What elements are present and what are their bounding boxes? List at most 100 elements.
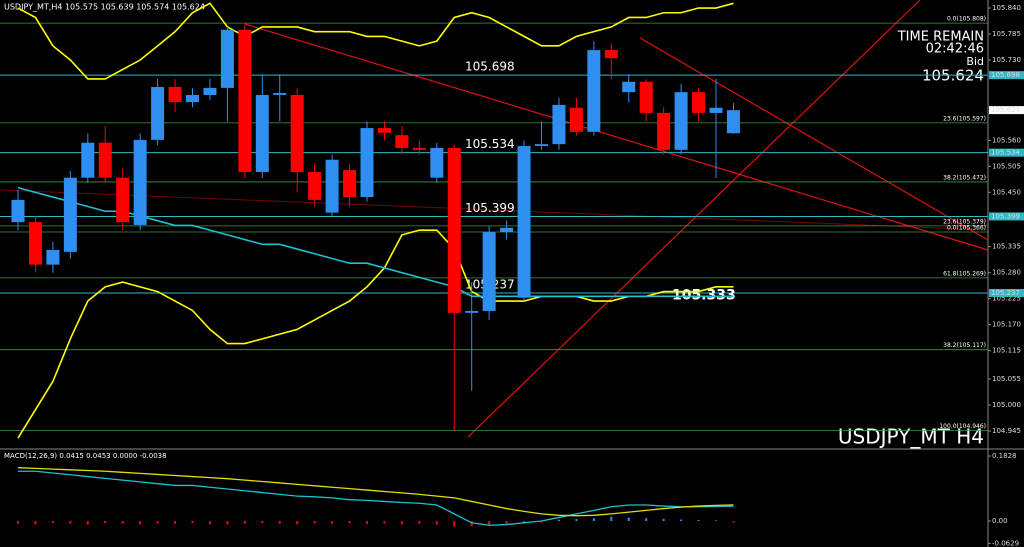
candle-body: [622, 81, 636, 93]
histogram-bar: [366, 521, 368, 524]
level-axis-box: [989, 212, 1024, 221]
histogram-bar: [139, 521, 142, 525]
price-axis-label: 105.624: [991, 106, 1020, 114]
histogram-bar: [191, 521, 194, 524]
candle-body: [343, 170, 357, 198]
level-axis-box: [989, 71, 1024, 80]
candle-body: [412, 147, 426, 150]
histogram-bar: [208, 521, 211, 525]
fib-label: 23.6(105.597): [943, 115, 986, 122]
candle-body: [552, 104, 566, 145]
candle-body: [238, 29, 252, 173]
trend-line: [639, 37, 989, 241]
fib-label: 0.0(105.366): [947, 225, 986, 232]
y-tick-label: 104.945: [992, 427, 1021, 435]
histogram-bar: [383, 521, 386, 524]
bid-label: Bid: [966, 55, 984, 68]
histogram-bar: [662, 518, 665, 522]
fib-label: 100.0(104.946): [939, 423, 986, 430]
histogram-bar: [715, 520, 717, 522]
candle-body: [587, 50, 601, 132]
candle-body: [81, 142, 95, 178]
candle-body: [447, 147, 461, 313]
candle-body: [11, 199, 25, 223]
candle-body: [517, 146, 531, 298]
y-tick-label: 105.560: [992, 136, 1021, 144]
histogram-bar: [104, 521, 107, 524]
y-tick-label: 105.840: [992, 4, 1021, 12]
y-tick-label: 105.115: [992, 347, 1021, 355]
level-axis-box: [989, 148, 1024, 157]
candle-body: [325, 159, 339, 213]
y-tick-label: 105.785: [992, 30, 1021, 38]
histogram-bar: [610, 516, 613, 522]
chart-title: USDJPY_MT,H4 105.575 105.639 105.574 105…: [4, 3, 205, 12]
y-tick-label: 105.280: [992, 269, 1021, 277]
candle-body: [569, 107, 583, 132]
trend-line: [0, 189, 989, 231]
histogram-bar: [400, 521, 403, 525]
histogram-bar: [156, 521, 159, 524]
watermark: USDJPY_MT H4: [838, 425, 984, 449]
y-tick-label: 105.450: [992, 188, 1021, 196]
candle-body: [377, 128, 391, 133]
candle-body: [46, 249, 60, 265]
macd-title: MACD(12,26,9) 0.0415 0.0453 0.0000 -0.00…: [4, 452, 167, 460]
histogram-bar: [645, 518, 648, 522]
candle-body: [273, 93, 287, 95]
candle-body: [168, 86, 182, 103]
candle-body: [604, 50, 618, 59]
macd-line: [17, 467, 734, 517]
histogram-bar: [51, 521, 54, 524]
histogram-bar: [488, 521, 491, 526]
y-tick-label: 105.170: [992, 321, 1021, 329]
y-tick-label: 105.225: [992, 295, 1021, 303]
candle-body: [639, 81, 653, 113]
candle-body: [395, 135, 409, 148]
candle-body: [116, 177, 130, 223]
y-tick-label: 105.335: [992, 243, 1021, 251]
histogram-bar: [174, 521, 177, 524]
histogram-bar: [331, 521, 334, 524]
histogram-bar: [592, 518, 595, 522]
histogram-bar: [627, 517, 630, 522]
trend-line: [244, 23, 989, 251]
candle-body: [63, 177, 77, 252]
candle-body: [203, 87, 217, 95]
histogram-bar: [732, 521, 735, 523]
histogram-bar: [418, 521, 421, 524]
y-tick-label: -0.0629: [992, 539, 1019, 547]
candle-body: [674, 92, 688, 150]
fib-label: 38.2(105.117): [943, 342, 986, 349]
candle-body: [430, 147, 444, 178]
histogram-bar: [34, 521, 37, 525]
candle-body: [709, 107, 723, 113]
histogram-bar: [296, 521, 299, 525]
level-axis-label: 105.534: [991, 149, 1020, 157]
histogram-bar: [243, 521, 246, 524]
histogram-bar: [470, 521, 473, 527]
candle-body: [692, 92, 706, 113]
price-axis-box: [989, 106, 1024, 115]
y-tick-label: 105.000: [992, 401, 1021, 409]
candle-body: [98, 142, 112, 178]
time-remain-label: TIME REMAIN: [897, 30, 984, 45]
candle-body: [360, 128, 374, 198]
level-axis-label: 105.237: [991, 289, 1020, 297]
indicator-line: [17, 229, 734, 439]
candle-body: [500, 227, 514, 233]
candle-body: [255, 94, 269, 173]
candle-body: [133, 139, 147, 225]
candle-body: [535, 144, 548, 147]
level-annotation: 105.534: [465, 137, 515, 151]
candle-body: [186, 94, 199, 103]
candle-body: [308, 172, 322, 200]
histogram-bar: [313, 521, 316, 524]
candle-body: [657, 112, 671, 150]
level-annotation: 105.399: [465, 201, 515, 215]
histogram-bar: [278, 521, 281, 524]
histogram-bar: [261, 521, 264, 524]
level-axis-label: 105.698: [991, 71, 1020, 79]
